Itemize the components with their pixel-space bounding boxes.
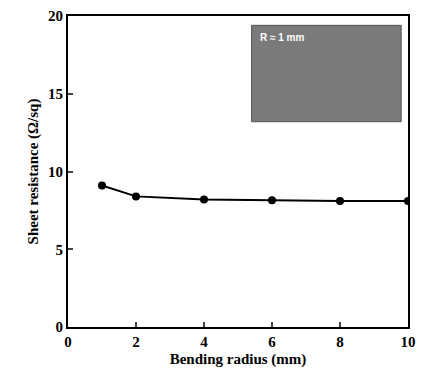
svg-text:15: 15 [48, 86, 63, 102]
svg-text:Sheet resistance (Ω/sq): Sheet resistance (Ω/sq) [25, 99, 42, 245]
svg-text:0: 0 [64, 334, 72, 350]
svg-text:R ≈ 1 mm: R ≈ 1 mm [260, 32, 304, 43]
svg-text:Bending radius (mm): Bending radius (mm) [170, 351, 307, 368]
svg-text:10: 10 [401, 334, 416, 350]
svg-text:10: 10 [48, 164, 63, 180]
svg-text:6: 6 [268, 334, 276, 350]
svg-text:5: 5 [56, 242, 64, 258]
svg-text:2: 2 [132, 334, 140, 350]
svg-text:4: 4 [200, 334, 208, 350]
svg-text:8: 8 [336, 334, 344, 350]
svg-text:0: 0 [56, 319, 64, 335]
svg-text:20: 20 [48, 8, 63, 24]
